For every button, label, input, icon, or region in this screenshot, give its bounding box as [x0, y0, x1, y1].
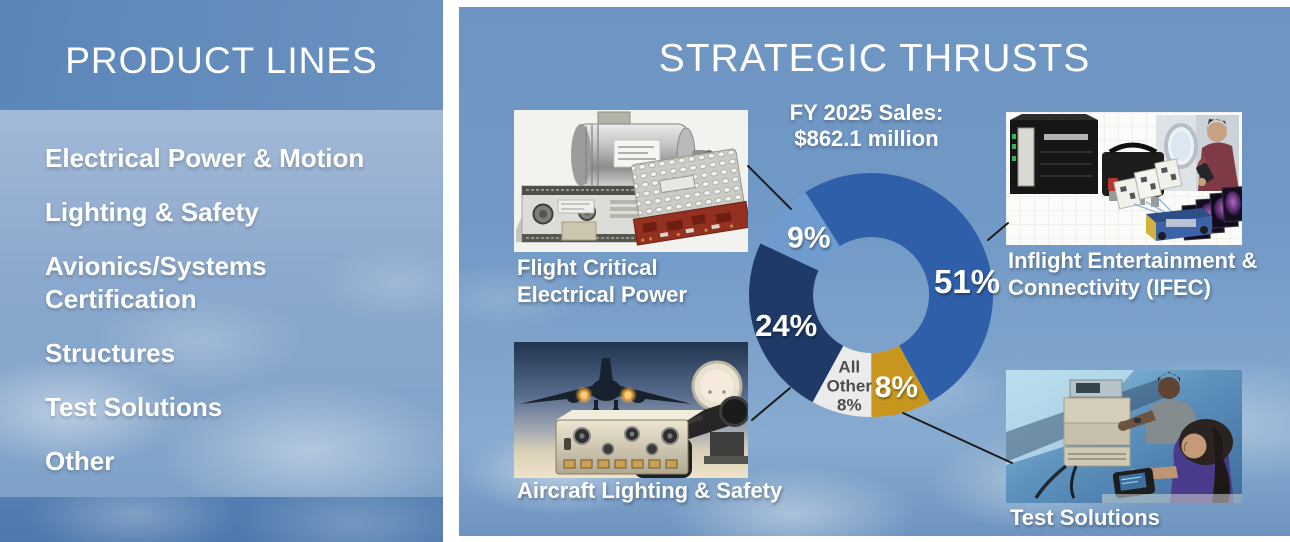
sales-donut-wrap: 51% 8% All Other 8% 24% 9% [741, 165, 1001, 425]
donut-label-ifec: 51% [934, 263, 1000, 300]
donut-slice-aircraft-lighting [749, 243, 844, 403]
product-line-item-other: Other [45, 445, 115, 476]
strategic-thrusts-panel: STRATEGIC THRUSTS FY 2025 Sales: $862.1 … [459, 7, 1290, 536]
flight-critical-power-illustration [514, 110, 748, 252]
control-panel-graphic [555, 410, 704, 475]
donut-label-aircraft-lighting: 24% [755, 308, 817, 343]
product-lines-body-band [0, 110, 443, 497]
power-supply-graphic [516, 185, 648, 243]
donut-slice-all-other [812, 345, 872, 418]
donut-label-all-other: All Other 8% [827, 357, 873, 414]
flight-critical-power-image [514, 110, 748, 252]
ifec-image [1006, 112, 1242, 245]
product-lines-panel: PRODUCT LINES Electrical Power & Motion … [0, 0, 443, 542]
product-line-item-structures: Structures [45, 338, 176, 369]
caption-ifec-line2: Connectivity (IFEC) [1008, 275, 1211, 300]
aircraft-lighting-illustration [514, 342, 748, 478]
test-solutions-image [1006, 370, 1242, 503]
donut-slice-test-solutions [871, 345, 931, 417]
aircraft-silhouette-graphic [520, 358, 692, 413]
product-lines-header [0, 0, 443, 110]
caption-flight-critical: Flight Critical Electrical Power [517, 254, 687, 308]
product-line-item-avionics: Avionics/Systems Certification [45, 250, 267, 315]
donut-slice-ifec [805, 172, 994, 402]
donut-label-flight-critical: 9% [787, 222, 830, 255]
caption-ifec: Inflight Entertainment & Connectivity (I… [1008, 247, 1257, 301]
sales-total-line2: $862.1 million [794, 126, 939, 151]
caption-flight-critical-line1: Flight Critical [517, 255, 658, 280]
sales-total-label: FY 2025 Sales: $862.1 million [459, 100, 1282, 152]
product-lines-list: Electrical Power & Motion Lighting & Saf… [45, 142, 385, 499]
donut-label-test-solutions: 8% [875, 371, 918, 404]
product-lines-bottom-band [0, 497, 443, 542]
test-solutions-illustration [1006, 370, 1242, 503]
caption-lighting: Aircraft Lighting & Safety [517, 478, 783, 503]
caption-ifec-line1: Inflight Entertainment & [1008, 248, 1258, 273]
product-line-item-lighting-safety: Lighting & Safety [45, 196, 259, 227]
product-line-item-test-solutions: Test Solutions [45, 391, 223, 422]
circuit-board-graphic [630, 148, 748, 246]
handheld-device-graphic [1112, 467, 1156, 499]
server-unit-graphic [1010, 114, 1098, 194]
product-line-item-electrical-power: Electrical Power & Motion [45, 143, 365, 173]
sales-total-line1: FY 2025 Sales: [789, 100, 944, 125]
sales-donut-chart: 51% 8%All Other 8% 24% 9% [749, 172, 1000, 418]
caption-test: Test Solutions [1010, 505, 1160, 530]
test-rack-graphic [1034, 379, 1131, 499]
blue-device-graphic [1146, 208, 1212, 241]
strategic-thrusts-title: STRATEGIC THRUSTS [658, 37, 1091, 80]
aircraft-lighting-image [514, 342, 748, 478]
donut-slice-flight-critical [760, 192, 840, 271]
ifec-illustration [1006, 112, 1242, 245]
product-lines-title: PRODUCT LINES [65, 40, 378, 81]
caption-flight-critical-line2: Electrical Power [517, 282, 687, 307]
